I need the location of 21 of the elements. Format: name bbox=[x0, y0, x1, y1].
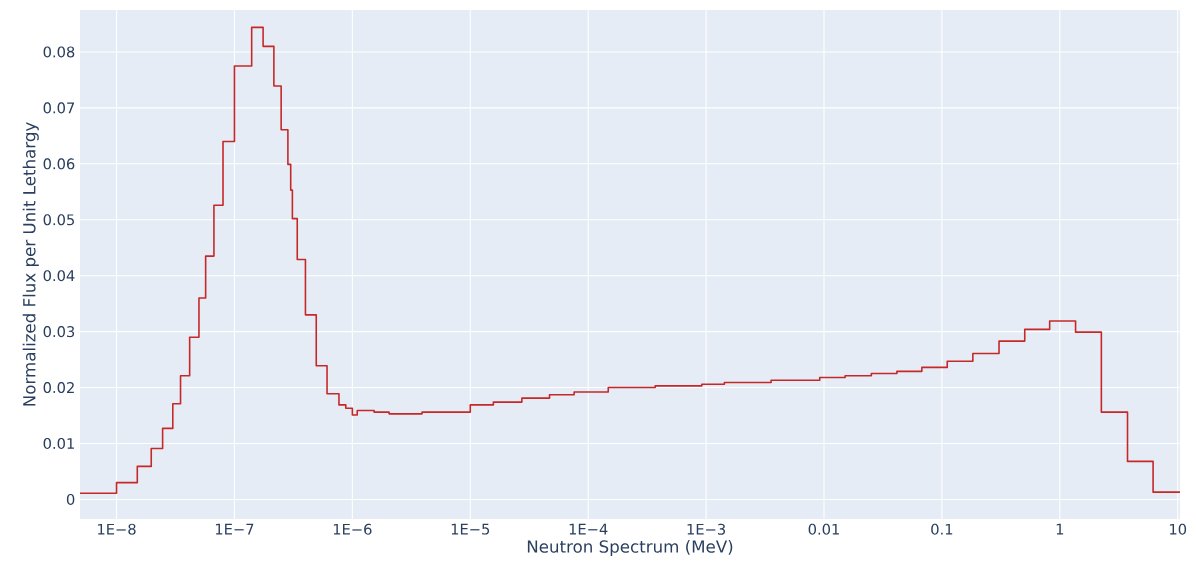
y-tick-label: 0 bbox=[66, 493, 75, 505]
x-axis-title: Neutron Spectrum (MeV) bbox=[527, 539, 733, 557]
x-tick-label: 10 bbox=[1170, 523, 1187, 535]
x-tick-label: 1E−4 bbox=[569, 523, 608, 535]
y-axis-title: Normalized Flux per Unit Lethargy bbox=[22, 122, 39, 406]
x-tick-label: 1 bbox=[1056, 523, 1064, 535]
y-tick-label: 0.08 bbox=[43, 46, 75, 58]
y-tick-label: 0.02 bbox=[43, 382, 74, 394]
x-tick-label: 0.01 bbox=[808, 523, 839, 535]
y-tick-label: 0.03 bbox=[43, 326, 75, 338]
x-tick-label: 1E−3 bbox=[687, 523, 726, 535]
y-tick-label: 0.05 bbox=[43, 214, 74, 226]
y-tick-label: 0.07 bbox=[43, 102, 75, 114]
y-tick-label: 0.04 bbox=[43, 270, 75, 282]
x-tick-label: 1E−5 bbox=[451, 523, 490, 535]
x-tick-label: 1E−7 bbox=[215, 523, 254, 535]
x-tick-label: 1E−6 bbox=[333, 523, 372, 535]
x-tick-label: 1E−8 bbox=[98, 523, 136, 535]
x-tick-label: 0.1 bbox=[931, 523, 953, 535]
y-tick-label: 0.01 bbox=[43, 437, 74, 450]
y-tick-label: 0.06 bbox=[43, 158, 75, 170]
